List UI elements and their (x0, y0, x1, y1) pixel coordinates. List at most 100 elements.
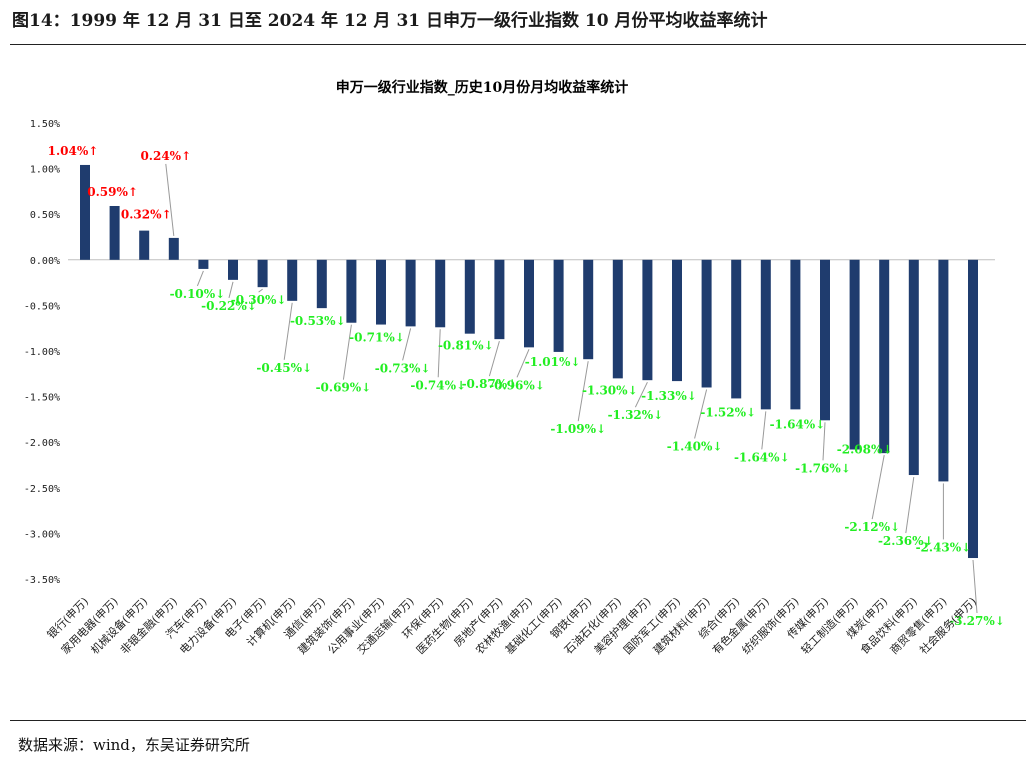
data-label: -0.71%↓ (349, 331, 405, 345)
bar (494, 259, 505, 340)
data-label: -1.30%↓ (582, 383, 638, 397)
data-label: -0.45%↓ (256, 361, 312, 375)
data-label: -0.81%↓ (438, 339, 494, 353)
leader-line (402, 328, 412, 361)
bar (938, 259, 949, 482)
data-label: 1.04%↑ (48, 144, 99, 158)
data-label: -0.74%↓ (410, 378, 466, 392)
bar (228, 259, 238, 280)
leader-line (577, 361, 589, 422)
y-tick-label: -2.50% (24, 484, 60, 495)
bar (731, 259, 742, 399)
data-label: -0.53%↓ (290, 314, 346, 328)
data-label: -1.64%↓ (734, 450, 790, 464)
y-axis: 1.50% 1.00% 0.50% 0.00% -0.50% -1.00% -1.50% -2… (24, 119, 60, 586)
data-labels: 1.04%↑0.59%↑0.32%↑0.24%↑-0.10%↓-0.22%↓-0… (48, 144, 1005, 628)
y-tick-label: -1.50% (24, 393, 60, 404)
data-label: 0.32%↑ (121, 208, 172, 222)
data-label: -2.36%↓ (878, 534, 934, 548)
data-label: -2.12%↓ (844, 520, 900, 534)
bar (287, 259, 298, 301)
data-label: -1.52%↓ (700, 405, 756, 419)
category-labels: 银行(申万)家用电器(申万)机械设备(申万)非银金融(申万)汽车(申万)电力设备… (44, 594, 979, 657)
bar (80, 164, 90, 260)
y-tick-label: 0.00% (30, 256, 60, 267)
bar (435, 259, 446, 328)
data-label: -0.22%↓ (201, 299, 257, 313)
leader-line (228, 281, 234, 298)
bar (257, 259, 268, 288)
bar (701, 259, 712, 388)
bar (524, 259, 534, 348)
leader-line (905, 476, 915, 534)
bar (376, 259, 386, 325)
top-rule (10, 44, 1026, 45)
bar (316, 259, 327, 309)
y-tick-label: -2.00% (24, 438, 60, 449)
y-tick-label: 0.50% (30, 210, 60, 221)
data-label: 0.59%↑ (87, 185, 138, 199)
bar (464, 259, 475, 334)
data-label: 0.24%↑ (140, 149, 191, 163)
bar (168, 237, 179, 260)
bar (849, 259, 860, 450)
data-label: -0.96%↓ (489, 378, 545, 392)
bottom-rule (10, 720, 1026, 721)
figure-title: 图14：1999 年 12 月 31 日至 2024 年 12 月 31 日申万… (12, 11, 768, 31)
bar (760, 259, 771, 410)
bar (642, 259, 653, 381)
data-label: -1.64%↓ (770, 417, 826, 431)
bar (612, 259, 623, 379)
leader-lines (165, 163, 978, 614)
data-label: -1.01%↓ (525, 355, 581, 369)
data-label: -0.87%↓ (462, 377, 518, 391)
leader-line (488, 341, 500, 377)
bar (346, 259, 357, 323)
y-tick-label: 1.50% (30, 119, 60, 130)
bar (879, 259, 890, 454)
y-tick-label: -3.00% (24, 529, 60, 540)
bar-chart: 申万一级行业指数_历史10月份月均收益率统计 1.50% 1.00% 0.50% 0.… (24, 79, 1005, 657)
data-label: -1.09%↓ (550, 422, 606, 436)
data-label: -1.33%↓ (641, 389, 697, 403)
bar (820, 259, 830, 421)
bar (968, 259, 978, 559)
leader-line (258, 288, 263, 293)
leader-line (634, 381, 648, 408)
y-tick-label: -3.50% (24, 575, 60, 586)
leader-line (761, 411, 767, 450)
bar (198, 259, 209, 269)
data-label: -1.32%↓ (608, 408, 664, 422)
data-label: -0.73%↓ (375, 361, 431, 375)
bar (405, 259, 416, 327)
y-tick-label: -1.00% (24, 347, 60, 358)
data-label: -1.76%↓ (795, 461, 851, 475)
bar (583, 259, 594, 360)
chart-title: 申万一级行业指数_历史10月份月均收益率统计 (336, 79, 628, 96)
bars (80, 164, 978, 559)
leader-line (822, 422, 826, 461)
leader-line (516, 349, 530, 378)
data-label: -2.43%↓ (916, 540, 972, 554)
data-label: -0.10%↓ (170, 287, 226, 301)
bar (908, 259, 919, 476)
leader-line (283, 302, 293, 360)
data-label: -1.40%↓ (667, 439, 723, 453)
bar (672, 259, 682, 382)
leader-line (437, 329, 441, 378)
bar (553, 259, 564, 352)
bar (139, 230, 150, 260)
leader-line (972, 559, 978, 614)
bar (109, 205, 120, 260)
source-note: 数据来源：wind，东吴证券研究所 (18, 736, 250, 754)
data-label: -2.08%↓ (837, 442, 893, 456)
y-tick-label: 1.00% (30, 165, 60, 176)
leader-line (342, 324, 352, 380)
leader-line (196, 270, 204, 287)
leader-line (165, 163, 175, 236)
y-tick-label: -0.50% (24, 301, 60, 312)
data-label: -0.69%↓ (316, 381, 372, 395)
leader-line (694, 389, 708, 439)
leader-line (871, 455, 885, 520)
data-label: -0.30%↓ (231, 293, 287, 307)
